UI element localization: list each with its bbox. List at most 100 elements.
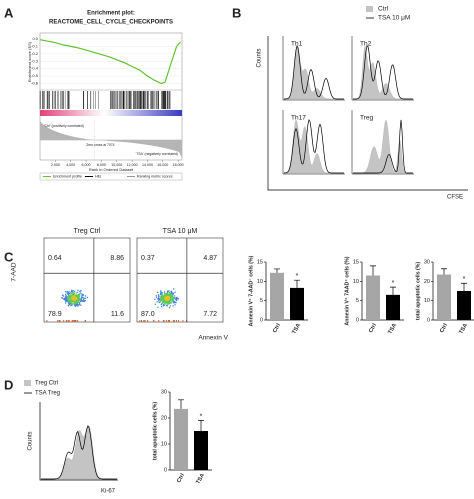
event-dot	[164, 301, 166, 304]
ctrl-histogram	[284, 45, 344, 100]
event-dot	[160, 290, 162, 292]
event-dot	[73, 292, 76, 294]
y-axis-label: Annexin V⁺ 7-AAD⁻ cells (%)	[248, 255, 254, 326]
histogram-title: Th1	[291, 41, 303, 48]
bar	[366, 275, 380, 320]
event-dot	[77, 302, 79, 304]
event-dot	[72, 290, 74, 292]
event-dot	[155, 295, 157, 297]
histogram-title: Th17	[291, 115, 306, 122]
chart-subtitle: REACTOME_CELL_CYCLE_CHECKPOINTS	[49, 20, 173, 26]
event-dot	[65, 295, 67, 297]
event-dot	[167, 298, 170, 301]
x-axis-label: Rank in Ordered Dataset	[89, 167, 134, 172]
event-dot	[158, 301, 160, 304]
event-dot	[77, 304, 80, 306]
event-dot	[63, 297, 66, 300]
event-dot	[64, 302, 67, 304]
event-dot	[172, 292, 175, 295]
event-dot	[168, 297, 170, 299]
event-dot	[76, 297, 78, 300]
event-dot	[73, 299, 76, 301]
quadrant-value: 7.72	[203, 311, 217, 318]
error-bar	[274, 268, 280, 273]
tsa-histogram	[284, 44, 344, 100]
event-dot	[163, 304, 166, 306]
x-tick-label: 16,000	[157, 163, 168, 167]
axis-event	[57, 320, 59, 322]
event-dot	[81, 296, 84, 299]
event-dot	[169, 291, 171, 294]
legend-label: TSA 10 μM	[378, 15, 410, 22]
chart-title: Enrichment plot:	[87, 11, 135, 17]
event-dot	[75, 303, 77, 305]
event-dot	[165, 293, 167, 296]
event-dot	[66, 296, 68, 298]
legend-label: Enrichment profile	[53, 175, 82, 179]
event-dot	[82, 300, 84, 303]
event-dot	[74, 290, 76, 293]
event-dot	[71, 293, 73, 295]
y-axis-label: Enrichment score (ES)	[27, 41, 32, 82]
event-dot	[69, 301, 71, 303]
event-dot	[170, 290, 172, 292]
error-bar	[178, 399, 184, 409]
axis-event	[168, 320, 170, 322]
axis-event	[147, 320, 149, 322]
event-dot	[67, 297, 69, 299]
event-dot	[162, 296, 165, 298]
event-dot	[168, 293, 170, 295]
category-label: TSA	[291, 323, 302, 336]
event-dot	[173, 288, 175, 290]
event-dot	[163, 291, 166, 293]
legend-swatch	[366, 6, 373, 12]
y-tick-label: 10	[257, 279, 263, 285]
annotation: 'TSA' (negatively correlated)	[136, 152, 178, 156]
histogram-axes	[282, 36, 345, 101]
event-dot	[157, 298, 159, 300]
event-dot	[76, 295, 78, 298]
axis-event	[172, 320, 174, 322]
event-dot	[170, 302, 173, 304]
axis-event	[168, 320, 170, 322]
event-dot	[68, 303, 71, 306]
event-dot	[80, 289, 82, 292]
event-dot	[64, 291, 67, 293]
quadrant-value: 78.9	[48, 311, 62, 318]
significance: *	[200, 413, 203, 420]
y-tick-label: 0.0	[32, 36, 38, 41]
event-dot	[80, 299, 83, 301]
event-dot	[76, 291, 79, 293]
event-dot	[64, 293, 67, 296]
event-dot	[156, 291, 159, 294]
event-dot	[71, 303, 73, 305]
event-dot	[174, 295, 176, 297]
y-tick-label: 10	[161, 441, 167, 447]
error-bar	[461, 282, 467, 291]
event-dot	[158, 296, 160, 298]
axis-event	[77, 320, 79, 322]
significance: *	[463, 276, 466, 283]
axis-event	[163, 320, 165, 322]
y-axis-label: total apoptotic cells (%)	[152, 402, 158, 460]
quadrant-value: 11.6	[111, 311, 124, 318]
x-axis-label: Annexin V	[198, 335, 228, 342]
event-dot	[71, 296, 74, 299]
event-dot	[157, 306, 159, 308]
category-label: TSA	[387, 323, 398, 336]
event-dot	[77, 294, 80, 296]
event-dot	[172, 300, 175, 303]
event-dot	[79, 299, 81, 301]
event-dot	[72, 295, 74, 297]
y-tick-label: 10	[353, 279, 359, 285]
bar	[457, 291, 471, 320]
event-dot	[162, 303, 165, 306]
event-dot	[160, 293, 163, 296]
event-dot	[171, 292, 173, 294]
event-dot	[174, 304, 176, 306]
event-dot	[169, 307, 171, 309]
event-dot	[166, 302, 168, 304]
event-dot	[168, 290, 170, 292]
event-dot	[86, 296, 89, 299]
